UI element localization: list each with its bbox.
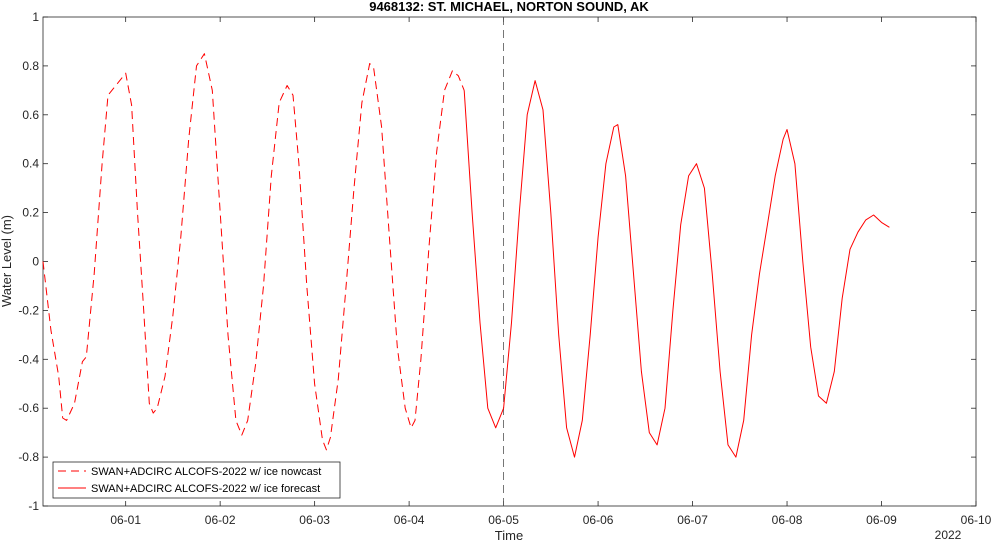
plot-area: [42, 16, 977, 507]
y-tick-label: 0.6: [22, 108, 39, 122]
x-axis-label: Time: [495, 528, 523, 541]
series-group: [42, 53, 890, 458]
x-tick-label: 06-03: [299, 513, 330, 527]
y-axis-label: Water Level (m): [0, 215, 14, 307]
year-label: 2022: [935, 528, 962, 541]
legend-label-forecast: SWAN+ADCIRC ALCOFS-2022 w/ ice forecast: [91, 483, 320, 495]
x-tick-label: 06-08: [772, 513, 803, 527]
y-axis: -1 -0.8 -0.6 -0.4 -0.2 0 0.2 0.4 0.6 0.8 1: [18, 10, 976, 513]
legend: SWAN+ADCIRC ALCOFS-2022 w/ ice nowcast S…: [52, 461, 341, 499]
y-tick-label: 1: [32, 10, 39, 24]
y-tick-label: -0.8: [18, 450, 39, 464]
y-tick-label: 0.8: [22, 59, 39, 73]
x-tick-label: 06-05: [488, 513, 519, 527]
x-tick-label: 06-07: [677, 513, 708, 527]
chart-title: 9468132: ST. MICHAEL, NORTON SOUND, AK: [369, 0, 649, 14]
x-tick-label: 06-04: [394, 513, 425, 527]
y-tick-label: -0.2: [18, 303, 39, 317]
legend-box: [52, 461, 341, 499]
x-tick-label: 06-06: [583, 513, 614, 527]
y-tick-label: 0: [32, 255, 39, 269]
x-tick-label: 06-02: [205, 513, 236, 527]
series-line-nowcast: [42, 53, 465, 451]
series-line-forecast: [463, 80, 890, 458]
x-axis: 06-01 06-02 06-03 06-04 06-05 06-06 06-07 06-08…: [110, 17, 992, 527]
y-tick-label: -1: [28, 499, 39, 513]
legend-label-nowcast: SWAN+ADCIRC ALCOFS-2022 w/ ice nowcast: [91, 466, 321, 478]
x-tick-label: 06-10: [961, 513, 992, 527]
y-tick-label: -0.4: [18, 352, 39, 366]
x-tick-label: 06-01: [110, 513, 141, 527]
x-tick-label: 06-09: [866, 513, 897, 527]
y-tick-label: 0.2: [22, 206, 39, 220]
y-tick-label: -0.6: [18, 401, 39, 415]
y-tick-label: 0.4: [22, 157, 39, 171]
